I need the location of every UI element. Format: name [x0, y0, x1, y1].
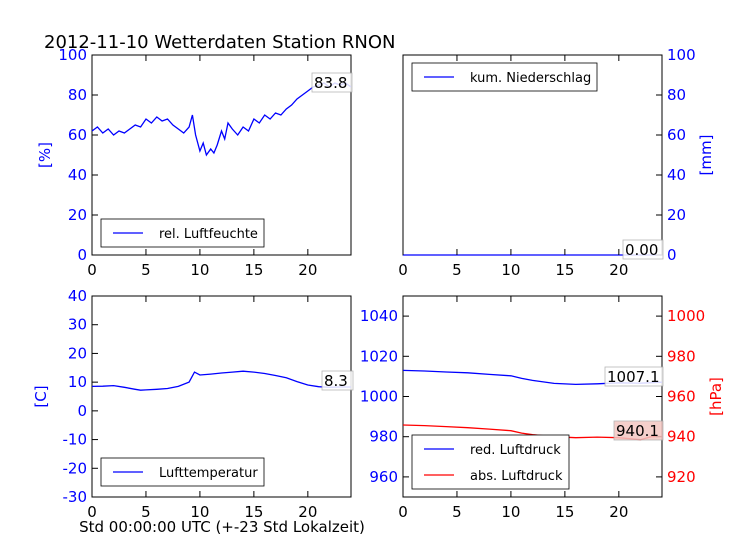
humidity-series-line-0: [91, 82, 352, 157]
pressure-xtick-label: 20: [609, 503, 628, 521]
pressure-xtick-label: 10: [501, 503, 520, 521]
humidity-panel: 0 5 10 15 20 0 20 40 60 80 100 [%] 83.8 rel. Luftfeuc…: [36, 46, 353, 279]
precip-ytick-label: 80: [667, 86, 686, 104]
temperature-ylabel: [C]: [32, 385, 50, 407]
precip-ylabel: [mm]: [697, 135, 715, 176]
pressure-value-label-box: [613, 420, 664, 441]
humidity-frame: [91, 54, 352, 256]
humidity-value-label-box: [311, 72, 353, 93]
pressure-ytick-label: 960: [667, 388, 696, 406]
precip-xtick-label: 20: [609, 261, 628, 279]
temperature-series-line-0: [91, 370, 351, 391]
pressure-xtick-label: 15: [555, 503, 574, 521]
humidity-value-label: 83.8: [314, 74, 347, 92]
precip-panel: 0 5 10 15 20 0 20 40 60 80 100 [mm] 0.00 kum. Nieders…: [398, 46, 715, 279]
humidity-ytick-label: 0: [77, 246, 87, 264]
pressure-value-label: 940.1: [616, 422, 659, 440]
precip-xtick-label: 5: [452, 261, 462, 279]
pressure-legend-label: red. Luftdruck: [470, 443, 561, 458]
humidity-xtick-label: 15: [244, 261, 263, 279]
precip-xtick-label: 0: [398, 261, 408, 279]
pressure-value-label-box: [604, 366, 664, 387]
humidity-ytick-label: 100: [58, 46, 87, 64]
pressure-value-label: 1007.1: [607, 368, 660, 386]
pressure-panel: 0 5 10 15 20 960 980 1000 1020 1040 920 940 960 980 10…: [360, 295, 725, 521]
precip-ytick-label: 100: [667, 46, 696, 64]
pressure-xtick-label: 5: [452, 503, 462, 521]
humidity-ylabel: [%]: [36, 142, 54, 168]
pressure-ytick-label: 1000: [360, 388, 398, 406]
pressure-ytick-label: 920: [667, 468, 696, 486]
temperature-xtick-label: 0: [87, 503, 97, 521]
temperature-xtick-label: 5: [141, 503, 151, 521]
pressure-ytick-label: 960: [369, 468, 398, 486]
humidity-legend-label: rel. Luftfeuchte: [159, 227, 258, 242]
temperature-ytick-label: 30: [68, 316, 87, 334]
precip-xtick-label: 15: [555, 261, 574, 279]
precip-ytick-label: 60: [667, 126, 686, 144]
humidity-xtick-label: 5: [141, 261, 151, 279]
precip-value-label-box: [622, 239, 664, 260]
page-title: 2012-11-10 Wetterdaten Station RNON: [44, 32, 395, 53]
pressure-ytick-label: 940: [667, 428, 696, 446]
temperature-xtick-label: 20: [298, 503, 317, 521]
pressure-ytick-label: 1020: [360, 347, 398, 365]
precip-xtick-label: 10: [501, 261, 520, 279]
pressure-ylabel-right: [hPa]: [707, 377, 725, 416]
temperature-ytick-label: 20: [68, 344, 87, 362]
pressure-legend-box: [411, 434, 570, 490]
humidity-ytick-label: 80: [68, 86, 87, 104]
temperature-ytick-label: -30: [63, 488, 88, 506]
humidity-xtick-label: 10: [190, 261, 209, 279]
temperature-value-label-box: [321, 370, 354, 391]
humidity-xtick-label: 0: [87, 261, 97, 279]
temperature-xtick-label: 15: [244, 503, 263, 521]
temperature-legend-label: Lufttemperatur: [159, 466, 258, 481]
humidity-xtick-label: 20: [298, 261, 317, 279]
temperature-ytick-label: 0: [77, 402, 87, 420]
pressure-ytick-label: 980: [369, 428, 398, 446]
pressure-ytick-label: 1040: [360, 307, 398, 325]
temperature-ytick-label: 40: [68, 287, 87, 305]
temperature-value-label: 8.3: [324, 372, 348, 390]
humidity-ytick-label: 20: [68, 206, 87, 224]
temperature-ytick-label: -10: [63, 431, 88, 449]
pressure-ytick-label: 980: [667, 347, 696, 365]
temperature-ytick-label: -20: [63, 459, 88, 477]
temperature-frame: [91, 295, 352, 498]
precip-value-label: 0.00: [625, 241, 658, 259]
precip-ytick-label: 40: [667, 166, 686, 184]
humidity-ytick-label: 40: [68, 166, 87, 184]
humidity-ytick-label: 60: [68, 126, 87, 144]
precip-ytick-label: 20: [667, 206, 686, 224]
x-axis-label: Std 00:00:00 UTC (+-23 Std Lokalzeit): [79, 518, 365, 536]
temperature-ytick-label: 10: [68, 373, 87, 391]
temperature-xtick-label: 10: [190, 503, 209, 521]
pressure-ytick-label: 1000: [667, 307, 705, 325]
pressure-xtick-label: 0: [398, 503, 408, 521]
pressure-legend-label: abs. Luftdruck: [470, 469, 563, 484]
precip-ytick-label: 0: [667, 246, 677, 264]
precip-legend-label: kum. Niederschlag: [470, 71, 591, 86]
temperature-panel: 0 5 10 15 20 -30 -20 -10 0 10 20 30 40 [C] 8.3 Lufttemp…: [32, 287, 354, 521]
